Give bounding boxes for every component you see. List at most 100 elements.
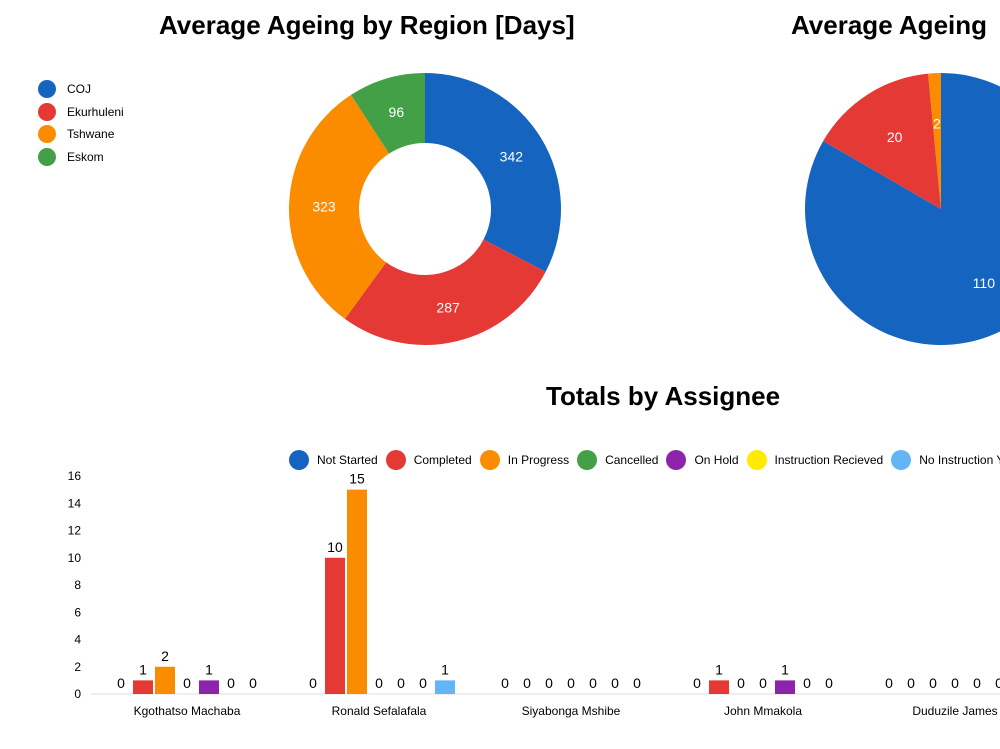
- y-tick-label: 16: [68, 469, 82, 483]
- bar-value-label: 0: [419, 675, 427, 691]
- y-tick-label: 8: [74, 578, 81, 592]
- legend-item-eskom[interactable]: Eskom: [38, 146, 124, 169]
- bar-value-label: 0: [803, 675, 811, 691]
- bar-value-label: 0: [501, 675, 509, 691]
- region-legend: COJ Ekurhuleni Tshwane Eskom: [38, 78, 124, 168]
- legend-swatch-cancelled: [577, 450, 598, 470]
- bar-value-label: 0: [759, 675, 767, 691]
- legend-label-not-started: Not Started: [317, 453, 378, 467]
- bar-value-label: 1: [139, 661, 147, 677]
- donut-data-label-eskom: 96: [389, 104, 405, 120]
- legend-label-eskom: Eskom: [67, 149, 104, 164]
- legend-item-tshwane[interactable]: Tshwane: [38, 123, 124, 146]
- bar-value-label: 0: [951, 675, 959, 691]
- legend-item-not-started[interactable]: Not Started: [289, 450, 378, 470]
- bar-value-label: 2: [161, 648, 169, 664]
- y-tick-label: 0: [74, 687, 81, 701]
- y-tick-label: 6: [74, 605, 81, 619]
- pie-slice-2[interactable]: [823, 73, 941, 210]
- bar-value-label: 0: [973, 675, 981, 691]
- x-tick-label: Kgothatso Machaba: [134, 704, 241, 718]
- bar-value-label: 0: [567, 675, 575, 691]
- bar-value-label: 0: [929, 675, 937, 691]
- pie-data-label-1: 110: [973, 275, 996, 291]
- donut-data-label-tshwane: 323: [312, 198, 336, 214]
- bar-on-hold[interactable]: [775, 680, 795, 694]
- status-legend: Not Started Completed In Progress Cancel…: [289, 450, 1000, 470]
- x-tick-label: Duduzile James: [912, 704, 997, 718]
- pie-slice-1[interactable]: [805, 73, 1000, 345]
- legend-swatch-eskom: [38, 147, 56, 166]
- legend-label-tshwane: Tshwane: [67, 127, 115, 142]
- donut-data-label-ekurhuleni: 287: [436, 299, 460, 315]
- donut-slice-ekurhuleni[interactable]: [344, 239, 546, 345]
- bar-value-label: 0: [375, 675, 383, 691]
- legend-label-ekurhuleni: Ekurhuleni: [67, 104, 124, 119]
- bar-completed[interactable]: [325, 557, 345, 694]
- x-tick-label: Ronald Sefalafala: [332, 704, 427, 718]
- bar-value-label: 0: [611, 675, 619, 691]
- bar-completed[interactable]: [709, 680, 729, 694]
- bar-value-label: 10: [327, 539, 343, 555]
- legend-swatch-coj: [38, 80, 56, 99]
- bar-value-label: 0: [545, 675, 553, 691]
- donut-chart-title: Average Ageing by Region [Days]: [159, 10, 575, 40]
- bar-value-label: 0: [397, 675, 405, 691]
- bar-value-label: 0: [885, 675, 893, 691]
- y-tick-label: 14: [68, 496, 82, 510]
- legend-label-instruction-recieved: Instruction Recieved: [774, 453, 884, 467]
- donut-slice-eskom[interactable]: [350, 73, 425, 154]
- y-tick-label: 4: [74, 633, 81, 647]
- legend-item-instruction-recieved[interactable]: Instruction Recieved: [746, 450, 884, 470]
- legend-label-cancelled: Cancelled: [605, 453, 659, 467]
- bar-value-label: 0: [995, 675, 1000, 691]
- x-tick-label: Siyabonga Mshibe: [522, 704, 621, 718]
- y-tick-label: 12: [68, 524, 82, 538]
- bar-value-label: 1: [441, 661, 449, 677]
- bar-value-label: 0: [825, 675, 833, 691]
- pie-slice-3[interactable]: [928, 73, 941, 209]
- legend-item-coj[interactable]: COJ: [38, 78, 124, 101]
- legend-item-cancelled[interactable]: Cancelled: [577, 450, 658, 470]
- bar-in-progress[interactable]: [347, 489, 367, 694]
- donut-slice-tshwane[interactable]: [289, 94, 390, 319]
- bar-chart-title: Totals by Assignee: [546, 381, 781, 411]
- legend-swatch-completed: [385, 450, 406, 470]
- bar-value-label: 0: [117, 675, 125, 691]
- bar-value-label: 1: [715, 661, 723, 677]
- legend-swatch-in-progress: [479, 450, 500, 470]
- legend-swatch-instruction-recieved: [746, 450, 767, 470]
- donut-data-label-coj: 342: [500, 149, 524, 165]
- bar-value-label: 0: [633, 675, 641, 691]
- legend-item-no-instruction[interactable]: No Instruction Y: [891, 450, 1000, 470]
- bar-value-label: 0: [183, 675, 191, 691]
- legend-item-completed[interactable]: Completed: [385, 450, 472, 470]
- legend-item-on-hold[interactable]: On Hold: [666, 450, 739, 470]
- bar-value-label: 15: [349, 471, 365, 487]
- bar-in-progress[interactable]: [155, 666, 175, 694]
- pie-data-label-2: 20: [887, 129, 903, 145]
- bar-value-label: 0: [309, 675, 317, 691]
- y-tick-label: 10: [68, 551, 82, 565]
- bar-value-label: 0: [589, 675, 597, 691]
- x-tick-label: John Mmakola: [724, 704, 802, 718]
- y-tick-label: 2: [74, 660, 81, 674]
- bar-value-label: 1: [205, 661, 213, 677]
- bar-on-hold[interactable]: [199, 680, 219, 694]
- donut-slice-coj[interactable]: [425, 73, 561, 272]
- bar-value-label: 0: [523, 675, 531, 691]
- legend-label-completed: Completed: [413, 453, 472, 467]
- legend-swatch-tshwane: [38, 125, 56, 144]
- legend-swatch-not-started: [289, 450, 309, 470]
- legend-item-in-progress[interactable]: In Progress: [479, 450, 570, 470]
- legend-item-ekurhuleni[interactable]: Ekurhuleni: [38, 101, 124, 124]
- legend-label-in-progress: In Progress: [507, 453, 570, 467]
- bar-value-label: 0: [693, 675, 701, 691]
- pie-chart-title: Average Ageing: [791, 10, 988, 40]
- legend-label-no-instruction: No Instruction Y: [919, 453, 1000, 467]
- bar-completed[interactable]: [133, 680, 153, 694]
- bar-value-label: 0: [907, 675, 915, 691]
- legend-swatch-no-instruction: [891, 450, 912, 470]
- bar-no-instruction-y[interactable]: [435, 680, 455, 694]
